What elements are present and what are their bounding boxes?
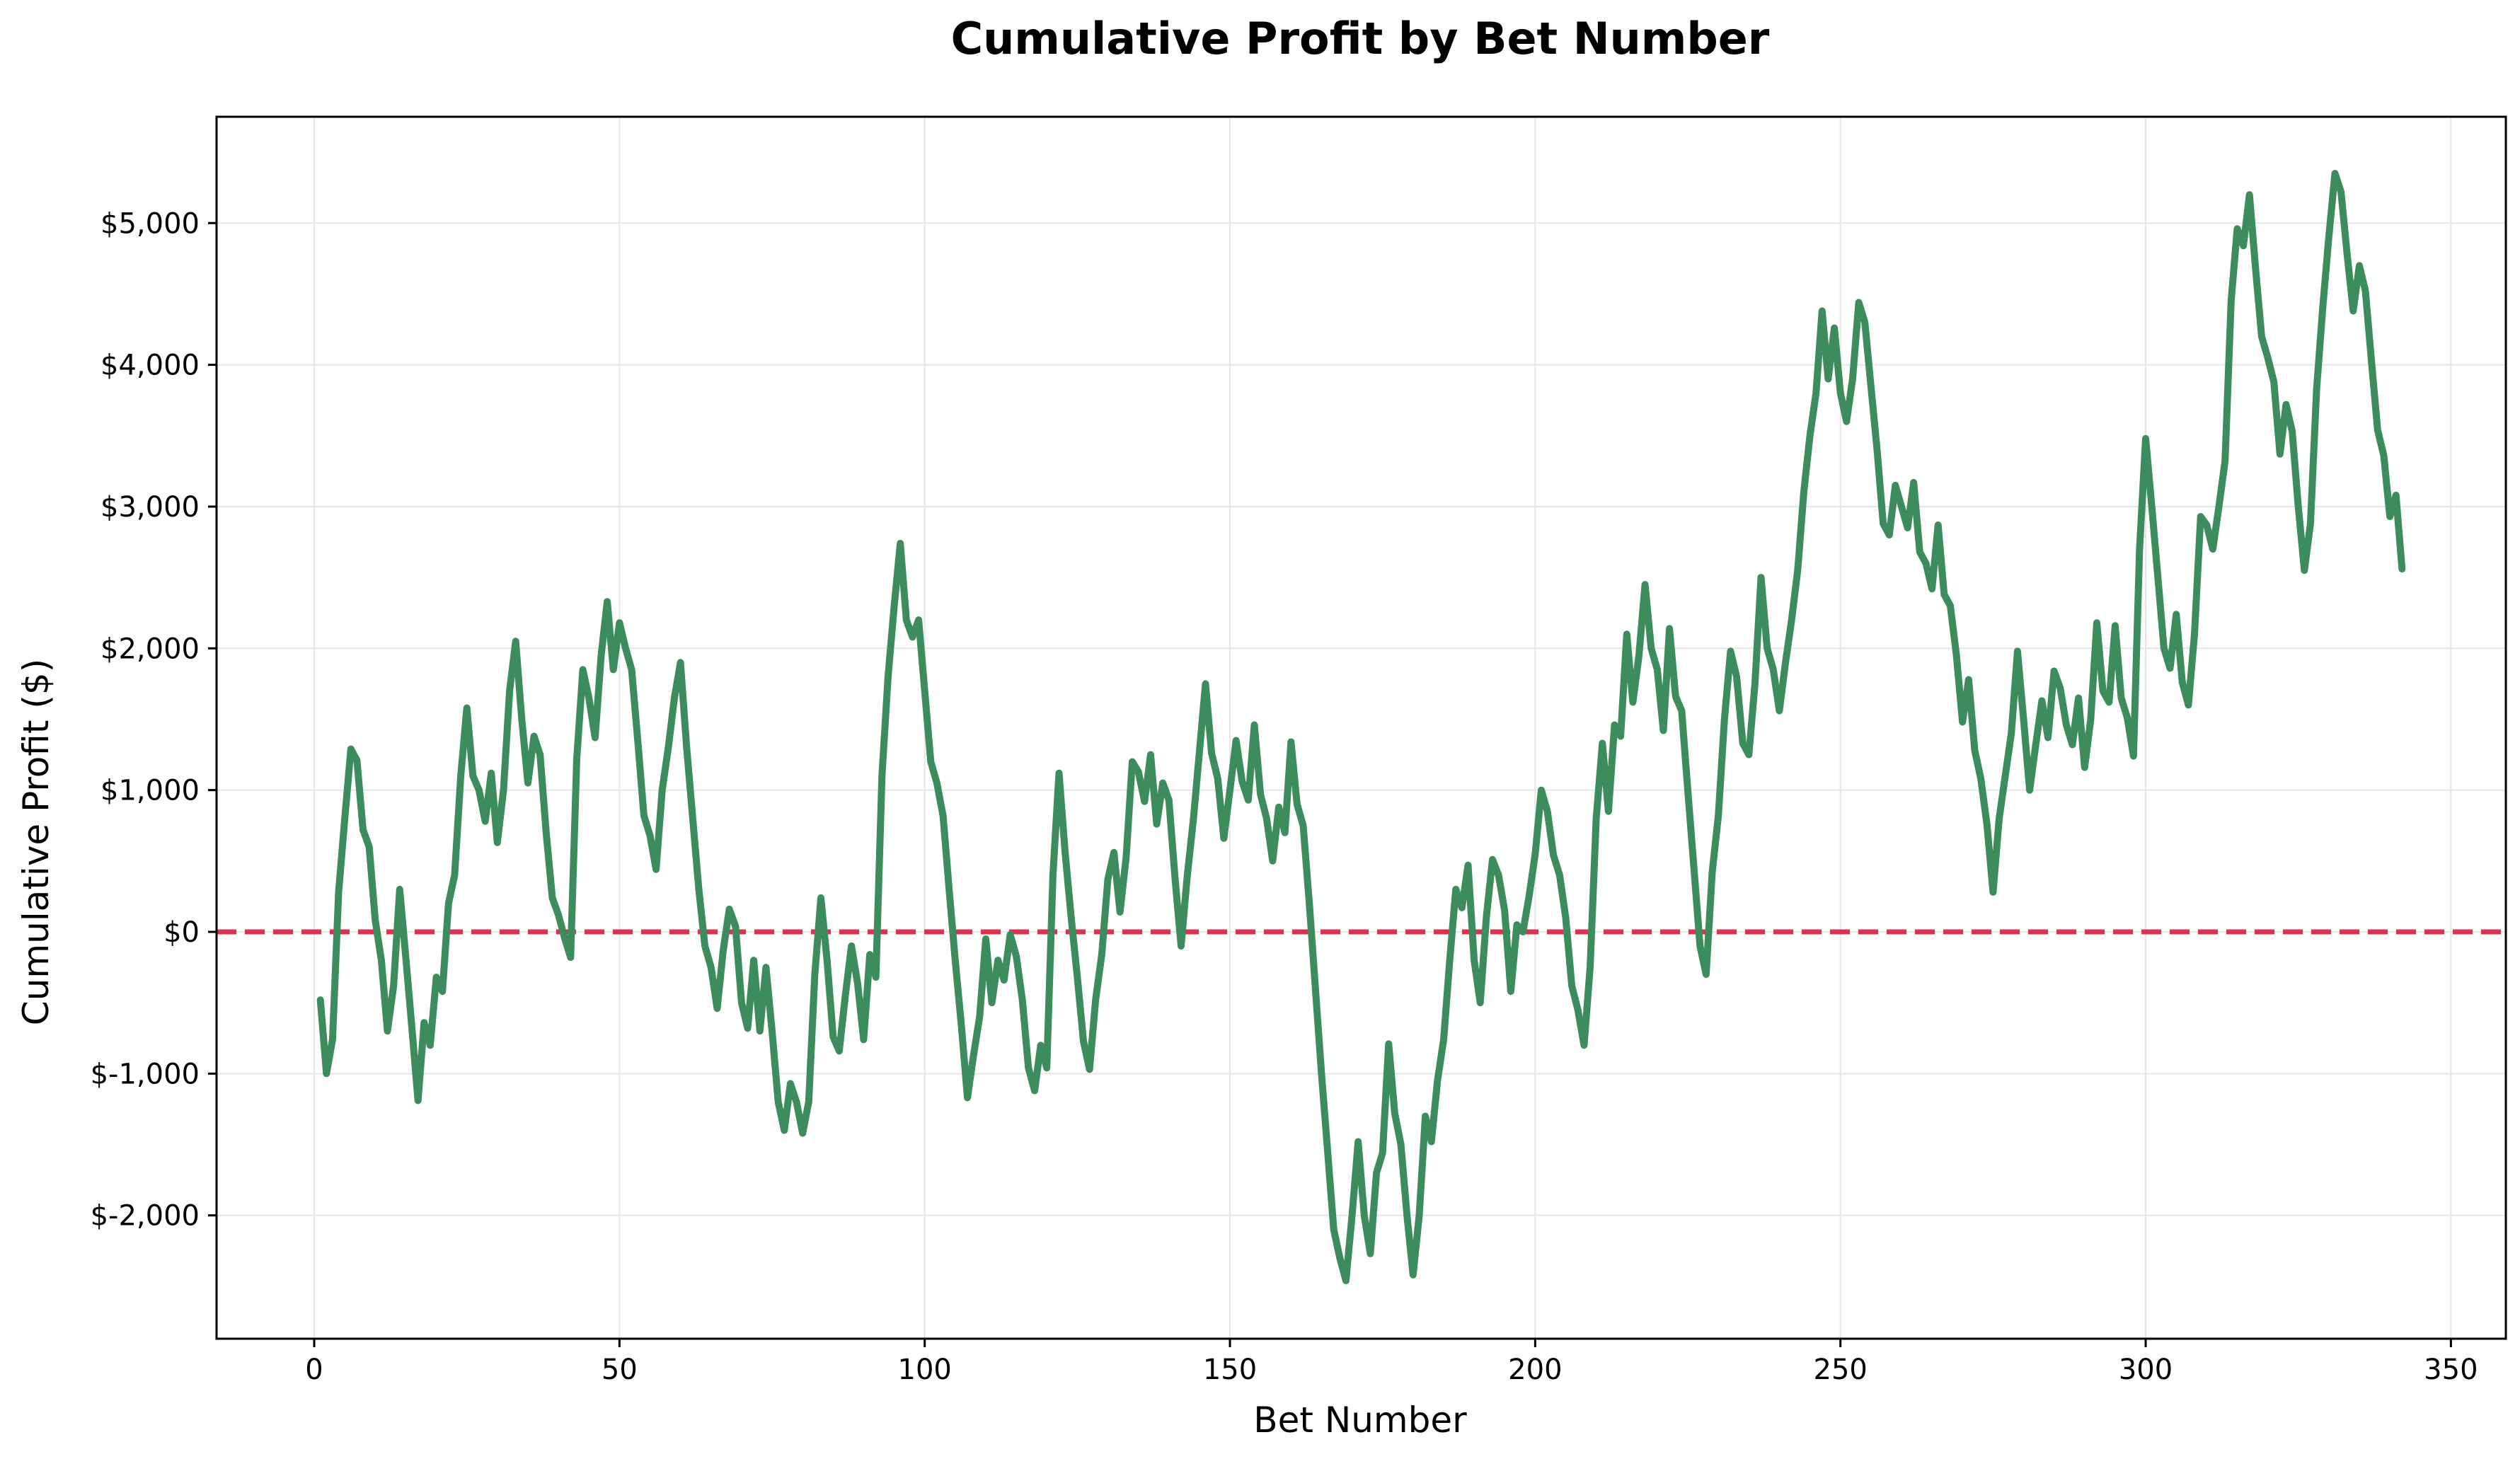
- x-tick-label: 100: [898, 1354, 952, 1386]
- x-tick-label: 150: [1203, 1354, 1257, 1386]
- y-tick-label: $-1,000: [91, 1058, 200, 1090]
- y-tick-label: $5,000: [100, 207, 200, 240]
- y-tick-label: $2,000: [100, 633, 200, 665]
- y-tick-label: $1,000: [100, 775, 200, 807]
- x-tick-label: 300: [2119, 1354, 2173, 1386]
- series-layer: [316, 170, 2406, 1284]
- y-tick-label: $0: [163, 916, 200, 949]
- x-tick-label: 200: [1508, 1354, 1562, 1386]
- x-tick-label: 50: [602, 1354, 638, 1386]
- x-tick-label: 350: [2424, 1354, 2478, 1386]
- x-tick-label: 0: [305, 1354, 323, 1386]
- x-axis-ticks: 0 50 100 150 200 250 300 350: [305, 1339, 2478, 1386]
- x-tick-label: 250: [1814, 1354, 1868, 1386]
- y-tick-label: $4,000: [100, 350, 200, 382]
- x-axis-label: Bet Number: [1253, 1400, 1467, 1441]
- y-axis-label: Cumulative Profit ($): [16, 659, 57, 1025]
- profit-series-line: [316, 170, 2406, 1284]
- y-tick-label: $-2,000: [91, 1200, 200, 1233]
- plot-frame: [215, 115, 2507, 1340]
- y-tick-label: $3,000: [100, 491, 200, 524]
- y-axis-ticks: $-2,000 $-1,000 $0 $1,000 $2,000 $3,000 $4,000…: [91, 207, 217, 1233]
- chart-title: Cumulative Profit by Bet Number: [951, 13, 1770, 64]
